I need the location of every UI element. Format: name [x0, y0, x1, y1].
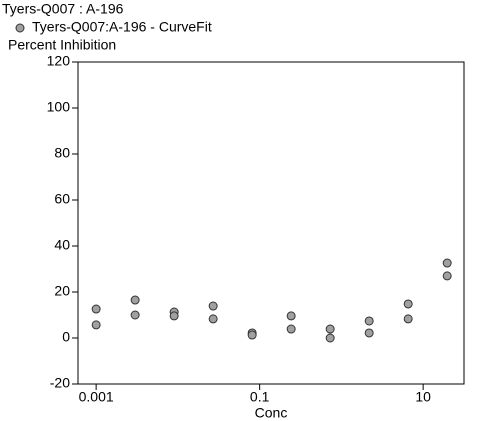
x-tick-label: 0.001	[79, 389, 114, 405]
x-axis-label: Conc	[255, 405, 288, 421]
point	[442, 271, 452, 281]
y-axis-label: Percent Inhibition	[8, 37, 116, 53]
point	[208, 314, 218, 324]
point	[208, 301, 218, 311]
x-tick-label: 0.1	[250, 389, 270, 405]
point	[91, 304, 101, 314]
point	[403, 299, 413, 309]
legend-label: Tyers-Q007:A-196 - CurveFit	[32, 19, 212, 35]
point	[442, 258, 452, 268]
plot-frame	[77, 61, 465, 385]
y-tick-label: 120	[47, 53, 71, 69]
point	[325, 324, 335, 334]
point	[130, 310, 140, 320]
point	[91, 320, 101, 330]
point	[403, 314, 413, 324]
legend-marker	[15, 23, 25, 33]
y-tick-label: 20	[54, 283, 70, 299]
point	[286, 311, 296, 321]
point	[169, 311, 179, 321]
point	[364, 328, 374, 338]
y-tick-label: 0	[62, 329, 70, 345]
point	[286, 324, 296, 334]
y-tick-label: 80	[54, 145, 70, 161]
point	[247, 330, 257, 340]
point	[325, 333, 335, 343]
chart-title: Tyers-Q007 : A-196	[2, 1, 124, 17]
y-tick-label: -20	[50, 375, 70, 391]
point	[364, 316, 374, 326]
y-tick-label: 40	[54, 237, 70, 253]
y-tick-label: 100	[47, 99, 71, 115]
y-tick-label: 60	[54, 191, 70, 207]
x-tick-label: 10	[415, 389, 431, 405]
point	[130, 295, 140, 305]
